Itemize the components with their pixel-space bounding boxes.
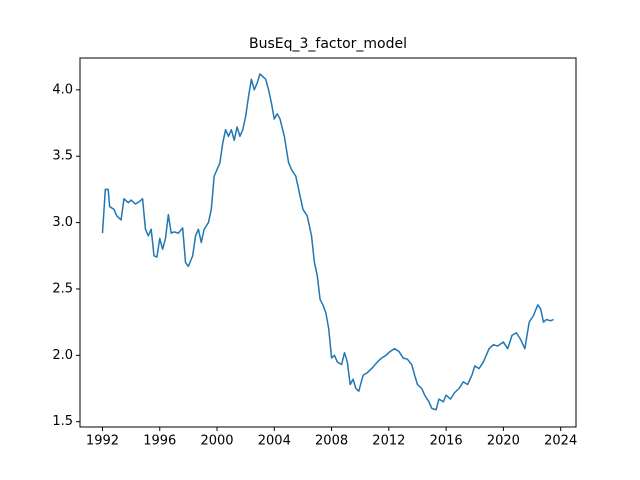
x-tick-label: 2024 xyxy=(544,434,577,449)
axes-frame xyxy=(79,57,577,428)
y-tick-label: 2.5 xyxy=(52,281,73,296)
x-tick-label: 2020 xyxy=(487,434,520,449)
y-tick-label: 3.0 xyxy=(52,215,73,230)
x-tick-label: 2012 xyxy=(372,434,405,449)
x-tick-label: 2016 xyxy=(430,434,463,449)
x-tick-label: 2004 xyxy=(258,434,291,449)
y-tick-label: 3.5 xyxy=(52,149,73,164)
x-tick-label: 2000 xyxy=(200,434,233,449)
x-tick-label: 1996 xyxy=(143,434,176,449)
y-tick-label: 2.0 xyxy=(52,348,73,363)
x-tick-label: 1992 xyxy=(86,434,119,449)
y-tick-label: 4.0 xyxy=(52,82,73,97)
chart-title: BusEq_3_factor_model xyxy=(249,36,407,52)
x-tick-label: 2008 xyxy=(315,434,348,449)
y-tick-label: 1.5 xyxy=(52,414,73,429)
data-line xyxy=(101,73,554,411)
